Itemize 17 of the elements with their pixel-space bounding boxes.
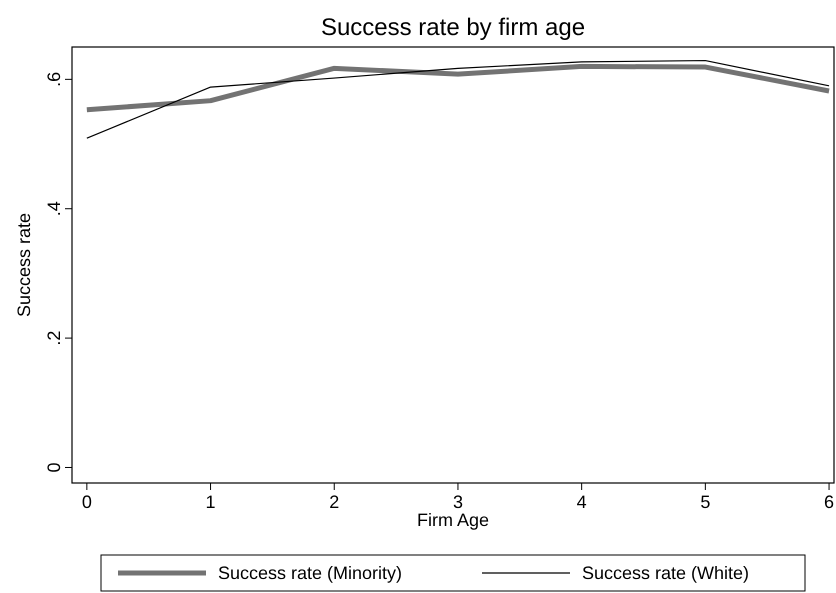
x-axis-title: Firm Age bbox=[416, 510, 490, 530]
x-tick-label: 3 bbox=[452, 492, 463, 512]
legend-label: Success rate (Minority) bbox=[218, 563, 402, 583]
line-series bbox=[86, 60, 830, 139]
y-tick-label: .2 bbox=[44, 330, 64, 346]
x-tick-label: 4 bbox=[576, 492, 587, 512]
legend-label: Success rate (White) bbox=[582, 563, 750, 583]
y-tick-label: 0 bbox=[44, 462, 64, 472]
x-tick-label: 6 bbox=[824, 492, 834, 512]
x-tick-label: 2 bbox=[329, 492, 340, 512]
x-tick-label: 5 bbox=[700, 492, 710, 512]
x-tick-label: 0 bbox=[82, 492, 92, 512]
y-axis-title: Success rate bbox=[14, 212, 34, 318]
x-tick-label: 1 bbox=[206, 492, 216, 512]
chart-title: Success rate by firm age bbox=[320, 14, 586, 41]
y-tick-label: .6 bbox=[44, 72, 64, 87]
y-tick-label: .4 bbox=[44, 201, 64, 216]
